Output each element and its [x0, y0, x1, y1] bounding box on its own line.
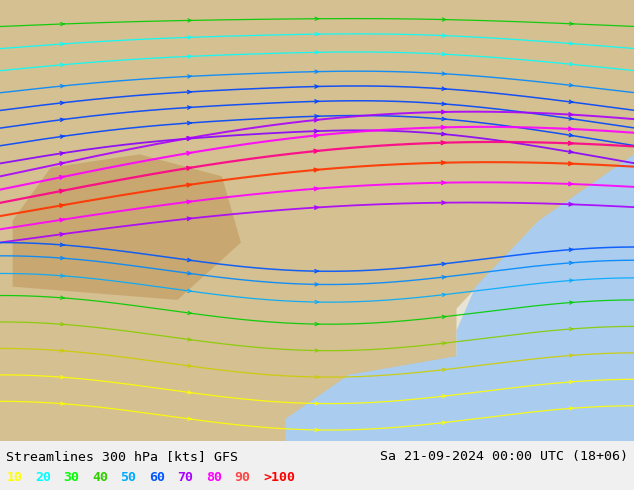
- Text: 80: 80: [206, 471, 222, 484]
- Text: 40: 40: [92, 471, 108, 484]
- Text: 10: 10: [6, 471, 22, 484]
- Text: 30: 30: [63, 471, 79, 484]
- Polygon shape: [456, 154, 634, 441]
- Polygon shape: [0, 0, 634, 441]
- Text: >100: >100: [263, 471, 295, 484]
- Text: 20: 20: [35, 471, 51, 484]
- Text: 90: 90: [235, 471, 250, 484]
- Text: Sa 21-09-2024 00:00 UTC (18+06): Sa 21-09-2024 00:00 UTC (18+06): [380, 450, 628, 463]
- Text: Streamlines 300 hPa [kts] GFS: Streamlines 300 hPa [kts] GFS: [6, 450, 238, 463]
- Text: 60: 60: [149, 471, 165, 484]
- Text: 50: 50: [120, 471, 136, 484]
- Polygon shape: [13, 154, 241, 300]
- Polygon shape: [285, 353, 476, 441]
- Text: 70: 70: [178, 471, 193, 484]
